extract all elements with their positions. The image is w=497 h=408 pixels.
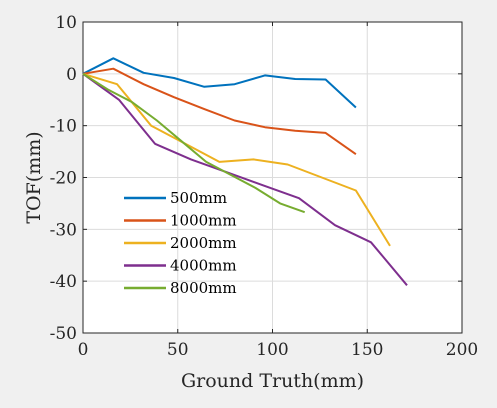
grid-lines-overlay [82, 21, 463, 334]
legend: 500mm 1000mm 2000mm 4000mm 8000mm [124, 189, 237, 297]
series-line-8000mm [82, 72, 306, 214]
y-tick-label: -50 [50, 324, 77, 344]
legend-label-500mm: 500mm [170, 189, 227, 207]
y-tick-label: -10 [50, 117, 77, 137]
legend-label-1000mm: 1000mm [170, 212, 237, 230]
series-lines [82, 57, 408, 286]
x-tick-label: 50 [167, 340, 189, 360]
x-tick-label: 0 [78, 340, 89, 360]
legend-label-2000mm: 2000mm [170, 234, 237, 252]
legend-label-8000mm: 8000mm [170, 279, 237, 297]
y-tick-label: -30 [50, 220, 77, 240]
y-tick-label: -40 [50, 272, 77, 292]
x-tick-label: 100 [256, 340, 288, 360]
x-tick-label: 200 [446, 340, 478, 360]
y-tick-label: 0 [66, 65, 77, 85]
x-axis-label: Ground Truth(mm) [181, 370, 364, 392]
series-line-4000mm [82, 72, 408, 286]
y-tick-label: -20 [50, 169, 77, 189]
y-tick-label: 10 [55, 13, 77, 33]
series-line-500mm [82, 57, 357, 109]
y-axis-label: TOF(mm) [23, 131, 45, 223]
legend-label-4000mm: 4000mm [170, 257, 237, 275]
x-tick-label: 150 [351, 340, 383, 360]
series-line-1000mm [82, 67, 357, 156]
plot-border [82, 21, 463, 334]
series-line-2000mm [82, 72, 391, 247]
